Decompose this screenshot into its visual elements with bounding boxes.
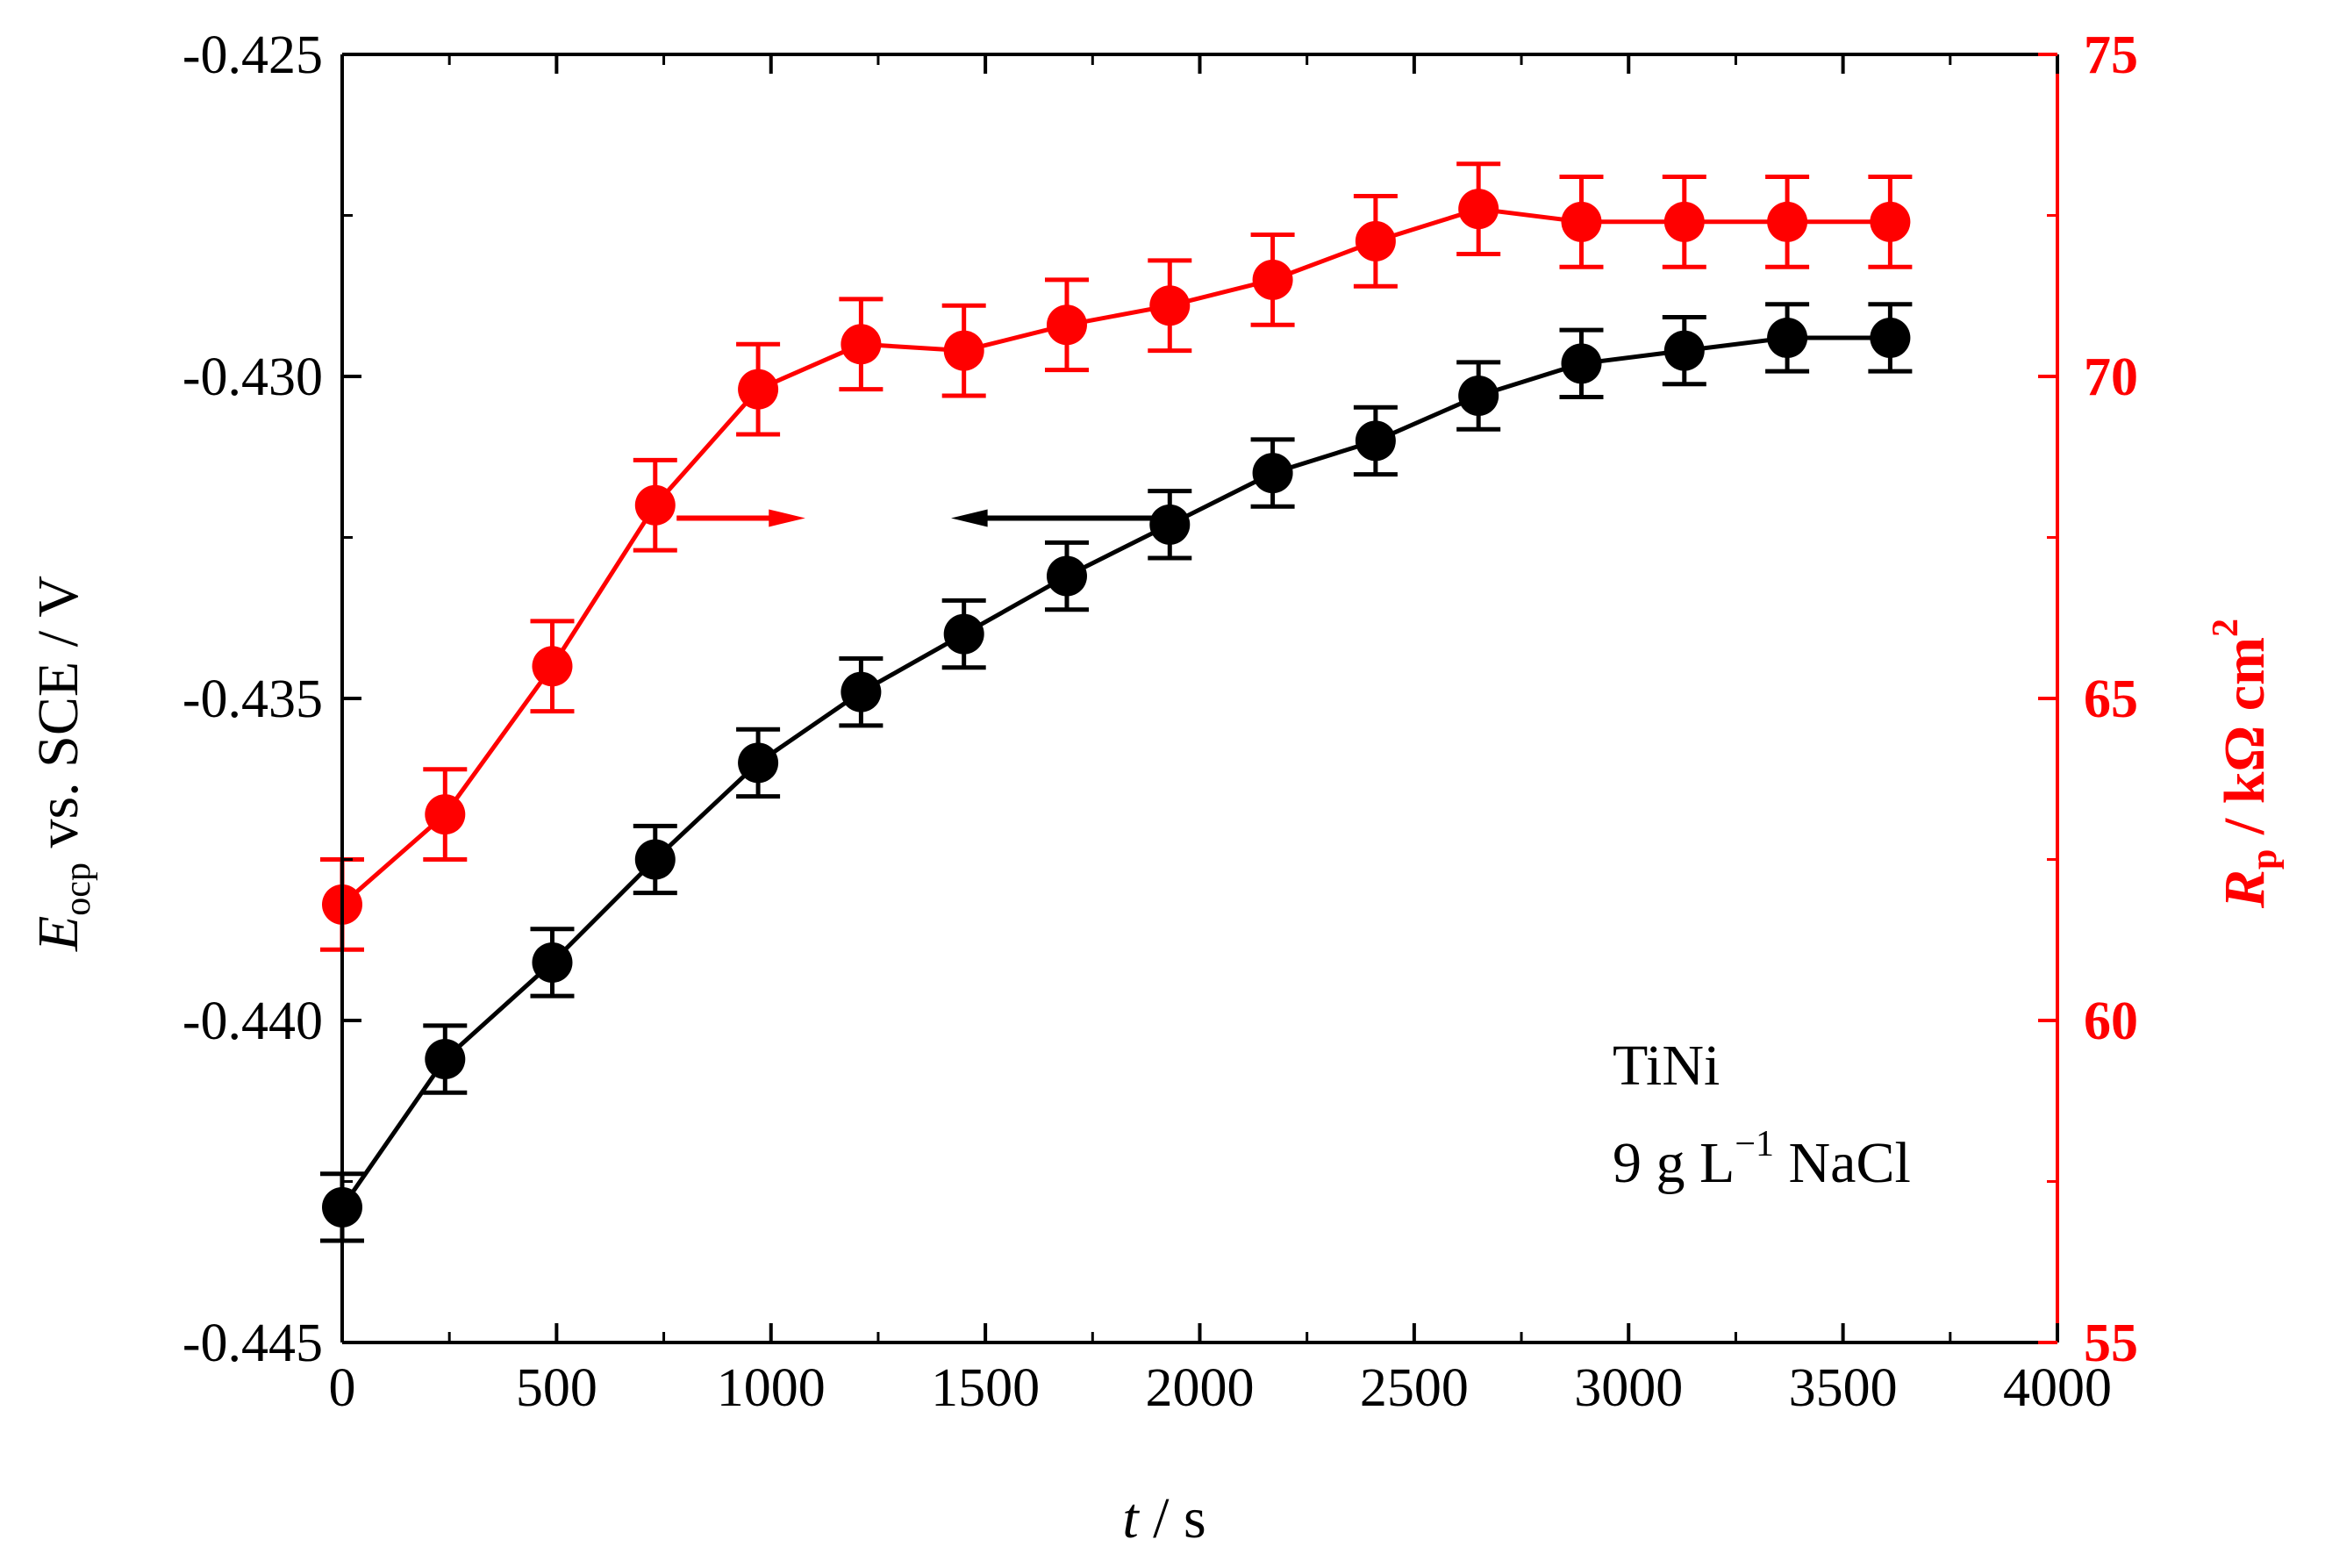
data-point-eocp [1458,376,1499,417]
y-left-tick-label: -0.425 [182,25,323,85]
data-point-eocp [1149,504,1191,545]
data-point-rp [532,646,573,687]
x-tick-label: 1500 [931,1358,1040,1418]
data-point-rp [1767,201,1808,242]
arrow-eocp-head [951,509,988,527]
y-right-tick-label: 65 [2084,669,2138,729]
arrow-rp-head [769,509,805,527]
data-point-rp [1561,201,1602,242]
x-tick-label: 2500 [1360,1358,1469,1418]
y-right-axis-label: Rp / kΩ cm2 [2206,619,2285,909]
axes-layer: 0 500 1000 1500 2000 2500 3000 3500 4000 -0.425 -0… [182,25,2138,1418]
x-axis-label: t / s [1122,1486,1205,1550]
data-point-rp [634,484,676,526]
data-point-eocp [1870,317,1911,358]
data-point-eocp [841,671,882,712]
data-point-eocp [634,839,676,880]
data-point-eocp [738,742,779,784]
data-point-rp [1870,201,1911,242]
data-point-rp [1355,220,1396,261]
data-point-rp [425,794,466,835]
series-line-eocp [340,335,1891,1209]
x-tick-label: 1000 [717,1358,826,1418]
x-tick-label: 500 [516,1358,597,1418]
y-left-tick-label: -0.435 [182,669,323,729]
data-point-rp [1046,304,1087,346]
annotation-electrolyte: 9 g L−1 NaCl [1613,1124,1911,1195]
series-line-rp [340,206,1891,906]
data-point-eocp [943,613,984,655]
x-tick-label: 2000 [1146,1358,1255,1418]
data-point-eocp [1767,317,1808,358]
y-right-tick-label: 55 [2084,1314,2138,1373]
annotation-material: TiNi [1613,1034,1720,1098]
data-point-eocp [532,942,573,983]
data-point-rp [1252,259,1293,300]
plot-layer [320,161,1913,1243]
y-left-tick-label: -0.430 [182,347,323,407]
data-point-rp [1458,189,1499,230]
y-left-axis-label: Eocp vs. SCE / V [26,576,98,952]
data-point-eocp [1561,343,1602,384]
data-point-rp [738,369,779,410]
data-point-rp [841,324,882,365]
data-point-rp [943,330,984,371]
x-tick-label: 4000 [2003,1358,2112,1418]
y-left-tick-label: -0.445 [182,1314,323,1373]
x-tick-label: 0 [329,1358,356,1418]
data-point-eocp [425,1039,466,1080]
x-tick-label: 3000 [1574,1358,1683,1418]
y-right-tick-label: 60 [2084,992,2138,1051]
y-left-tick-label: -0.440 [182,992,323,1051]
x-tick-label: 3500 [1789,1358,1898,1418]
data-point-rp [1663,201,1705,242]
data-point-eocp [1355,420,1396,462]
data-point-eocp [1252,453,1293,494]
y-right-tick-label: 75 [2084,25,2138,85]
data-point-eocp [1046,555,1087,597]
data-point-eocp [1663,330,1705,371]
data-point-rp [1149,285,1191,326]
y-right-tick-label: 70 [2084,347,2138,407]
